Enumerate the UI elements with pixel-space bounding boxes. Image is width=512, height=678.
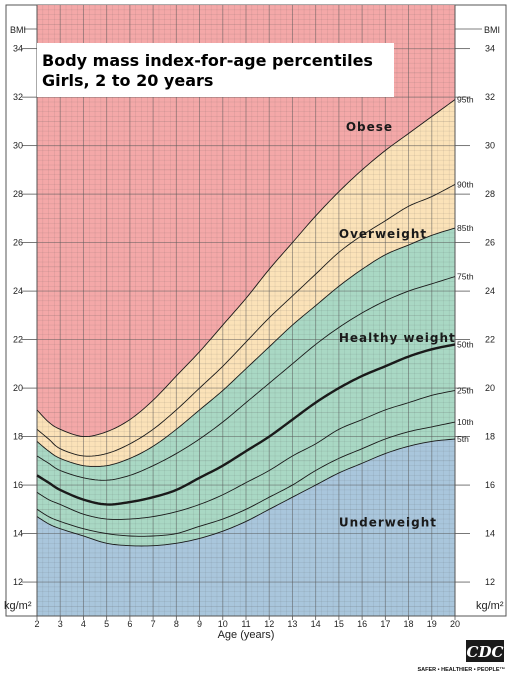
y-tick-label-right: 18 — [485, 432, 495, 442]
percentile-curve-10th — [36, 421, 456, 537]
y-tick-label-left: 30 — [13, 141, 23, 151]
y-tick-label-right: 16 — [485, 480, 495, 490]
y-tick-label-left: 16 — [13, 480, 23, 490]
y-tick-label-right: 22 — [485, 335, 495, 345]
y-axis-unit-left: kg/m² — [4, 600, 32, 612]
zone-labels: Obese Overweight Healthy weight Underweight — [339, 120, 456, 529]
percentile-label-5th: 5th — [457, 434, 469, 444]
x-tick-label: 17 — [380, 619, 390, 629]
y-tick-label-left: 22 — [13, 335, 23, 345]
percentile-curve-90th — [36, 184, 456, 457]
x-tick-label: 13 — [287, 619, 297, 629]
percentile-curve-25th — [36, 390, 456, 520]
y-tick-label-right: 34 — [485, 44, 495, 54]
percentile-curve-85th — [36, 227, 456, 468]
y-tick-label-left: 24 — [13, 286, 23, 296]
x-tick-label: 14 — [311, 619, 321, 629]
y-tick-label-left: 20 — [13, 383, 23, 393]
x-tick-label: 11 — [241, 619, 250, 629]
chart-title: Body mass index-for-age percentiles — [42, 51, 373, 70]
y-tick-label-right: 28 — [485, 189, 495, 199]
y-tick-label-left: 34 — [13, 44, 23, 54]
x-tick-label: 4 — [81, 619, 86, 629]
x-tick-label: 10 — [218, 619, 228, 629]
zone-label-obese: Obese — [346, 120, 393, 134]
title-box: Body mass index-for-age percentiles Girl… — [37, 43, 394, 97]
zone-label-healthy-weight: Healthy weight — [339, 331, 456, 345]
percentile-curve-95th — [36, 99, 456, 438]
x-tick-label: 18 — [404, 619, 414, 629]
x-tick-label: 2 — [34, 619, 39, 629]
y-tick-label-right: 14 — [485, 529, 495, 539]
percentile-labels: 5th 10th 25th 50th 75th 85th 90th 95th — [457, 95, 474, 444]
x-tick-label: 19 — [427, 619, 437, 629]
y-tick-label-right: 26 — [485, 238, 495, 248]
y-tick-label-right: 24 — [485, 286, 495, 296]
y-tick-label-right: 20 — [485, 383, 495, 393]
x-ticks: 2 3 4 5 6 7 8 9 10 11 12 13 14 15 16 17 18 19 20 — [34, 616, 460, 629]
y-tick-label-left: 32 — [13, 92, 23, 102]
curves-layer — [36, 99, 456, 547]
zone-label-overweight: Overweight — [339, 227, 427, 241]
y-ticks-left: 12 14 16 18 20 22 24 26 28 30 32 34 — [13, 28, 37, 587]
y-tick-label-right: 30 — [485, 141, 495, 151]
y-tick-label-left: 28 — [13, 189, 23, 199]
zone-label-underweight: Underweight — [339, 515, 437, 529]
y-tick-label-left: 18 — [13, 432, 23, 442]
y-tick-label-right: 12 — [485, 577, 495, 587]
x-axis-label: Age (years) — [218, 629, 275, 641]
y-tick-label-left: 26 — [13, 238, 23, 248]
percentile-label-10th: 10th — [457, 417, 474, 427]
cdc-logo-text: CDC — [467, 643, 504, 661]
percentile-label-25th: 25th — [457, 386, 474, 396]
cdc-logo: CDC SAFER • HEALTHIER • PEOPLE™ — [418, 640, 505, 673]
chart-subtitle: Girls, 2 to 20 years — [42, 71, 213, 90]
y-axis-label-top-right: BMI — [484, 25, 500, 35]
percentile-label-90th: 90th — [457, 179, 474, 189]
x-tick-label: 20 — [450, 619, 460, 629]
cdc-logo-badge — [466, 640, 504, 662]
x-tick-label: 3 — [58, 619, 63, 629]
cdc-tagline: SAFER • HEALTHIER • PEOPLE™ — [418, 667, 505, 673]
percentile-curve-75th — [36, 276, 456, 481]
y-axis-unit-right: kg/m² — [476, 600, 504, 612]
y-tick-label-left: 14 — [13, 529, 23, 539]
percentile-label-75th: 75th — [457, 272, 474, 282]
percentile-curve-5th — [36, 438, 456, 547]
x-tick-label: 15 — [334, 619, 344, 629]
x-tick-label: 9 — [197, 619, 202, 629]
percentile-label-85th: 85th — [457, 223, 474, 233]
x-tick-label: 5 — [104, 619, 109, 629]
percentile-curve-50th — [36, 343, 456, 506]
x-tick-label: 8 — [174, 619, 179, 629]
y-tick-label-right: 32 — [485, 92, 495, 102]
title-background — [37, 43, 394, 97]
percentile-label-95th: 95th — [457, 95, 474, 105]
x-tick-label: 7 — [151, 619, 156, 629]
x-tick-label: 12 — [264, 619, 274, 629]
y-axis-label-top-left: BMI — [10, 25, 26, 35]
y-tick-label-left: 12 — [13, 577, 23, 587]
x-tick-label: 6 — [127, 619, 132, 629]
y-ticks-right: 12 14 16 18 20 22 24 26 28 30 32 34 — [455, 28, 495, 587]
percentile-label-50th: 50th — [457, 339, 474, 349]
x-tick-label: 16 — [357, 619, 367, 629]
